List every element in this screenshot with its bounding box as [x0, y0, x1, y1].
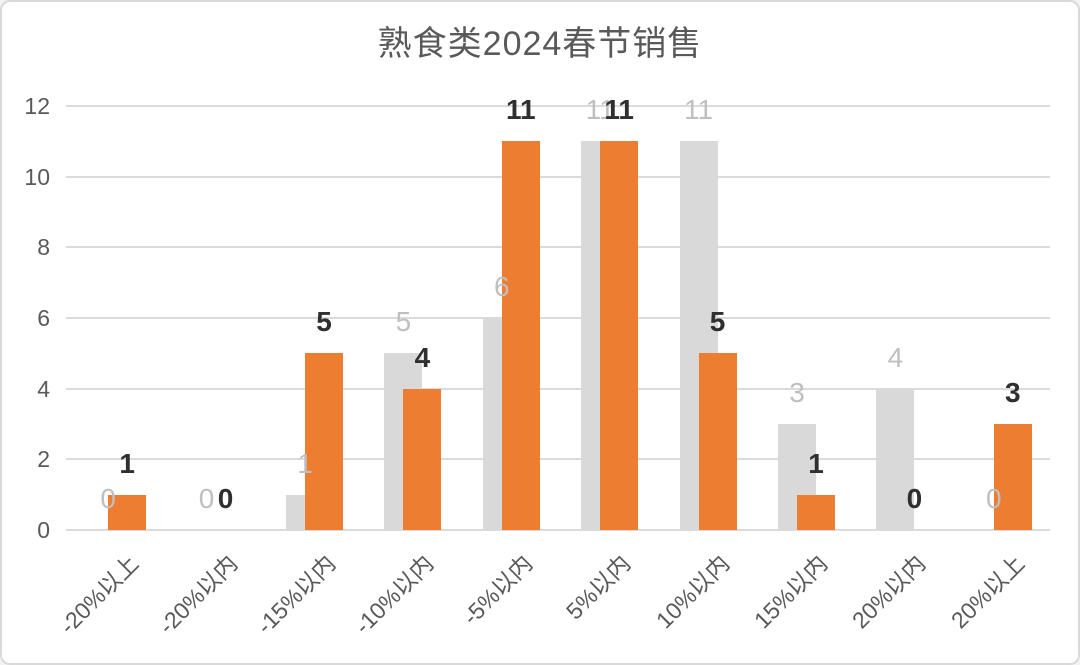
gridline: [66, 529, 1050, 531]
gridline: [66, 458, 1050, 461]
bar-orange: [108, 494, 147, 530]
value-label-gray: 4: [887, 341, 904, 373]
bar-orange: [305, 353, 343, 530]
gridline: [66, 317, 1050, 319]
value-label-orange: 5: [709, 306, 726, 338]
y-axis-tick-label: 10: [24, 163, 50, 190]
value-label-gray: 0: [100, 483, 116, 514]
value-label-gray: 11: [684, 94, 714, 126]
gridline: [66, 105, 1050, 107]
value-label-orange: 1: [119, 447, 135, 479]
value-label-gray: 1: [297, 447, 313, 479]
value-label-orange: 11: [505, 94, 536, 126]
value-label-orange: 3: [1005, 377, 1021, 408]
bar-orange: [797, 494, 835, 530]
y-axis-tick-label: 2: [37, 446, 50, 473]
y-axis-tick-label: 8: [37, 234, 50, 261]
value-label-gray: 6: [494, 271, 510, 302]
value-label-orange: 1: [808, 447, 824, 479]
bar-orange: [600, 141, 639, 530]
value-label-orange: 11: [604, 94, 634, 126]
y-axis-tick-label: 6: [37, 305, 50, 331]
value-label-orange: 0: [906, 483, 923, 514]
bar-orange: [698, 353, 737, 530]
value-label-orange: 5: [316, 306, 332, 338]
value-label-gray: 0: [198, 483, 215, 514]
bar-orange: [403, 388, 442, 530]
value-label-gray: 3: [789, 377, 805, 408]
gridline: [66, 246, 1050, 249]
bar-orange: [501, 141, 540, 530]
bar-orange: [993, 424, 1032, 530]
value-label-gray: 5: [395, 306, 412, 338]
value-label-gray: 11: [585, 94, 615, 126]
y-axis-tick-label: 12: [24, 93, 50, 119]
value-label-orange: 4: [414, 341, 431, 373]
value-label-gray: 0: [986, 483, 1002, 514]
bar-gray: [876, 388, 915, 530]
y-axis-tick-label: 0: [37, 517, 50, 543]
y-axis-tick-label: 4: [37, 375, 50, 402]
gridline: [66, 175, 1050, 178]
gridline: [66, 387, 1050, 390]
value-label-orange: 0: [217, 483, 234, 514]
chart-title: 熟食类2024春节销售: [377, 25, 703, 63]
